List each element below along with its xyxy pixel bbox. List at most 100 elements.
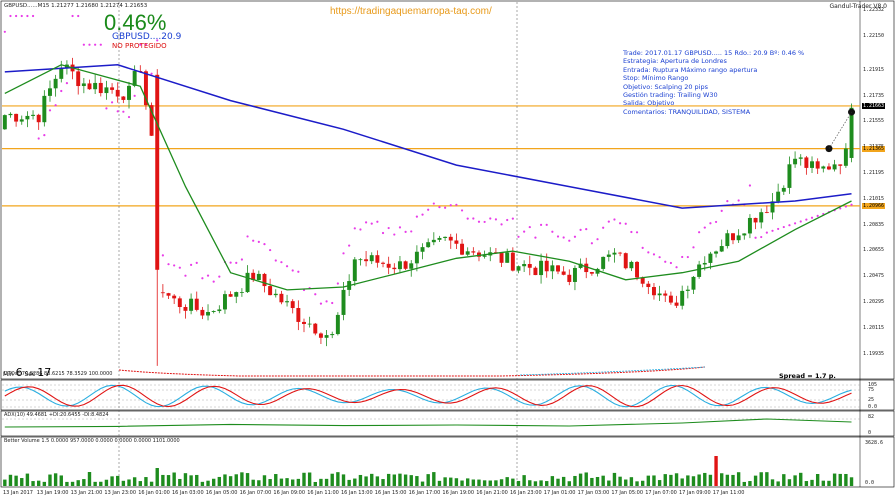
candle-body xyxy=(330,334,335,336)
psar-dot xyxy=(71,14,74,18)
psar-dot xyxy=(48,109,52,112)
candle-body xyxy=(268,286,273,296)
volume-bar xyxy=(211,478,216,486)
candle-body xyxy=(731,233,735,241)
candle-body xyxy=(663,293,668,296)
psar-dot xyxy=(353,227,356,230)
trade-info-panel: Trade: 2017.01.17 GBPUSD..... 15 Rdo.: 2… xyxy=(623,49,804,116)
volume-bar xyxy=(584,472,588,486)
candle-body xyxy=(121,96,126,100)
psar-dot xyxy=(681,255,684,259)
volume-bar xyxy=(460,480,464,486)
psar-dot xyxy=(364,221,368,224)
volume-bar xyxy=(799,472,803,486)
candle-body xyxy=(104,87,109,94)
psar-dot xyxy=(839,207,842,210)
volume-bar xyxy=(601,475,605,486)
website-url[interactable]: https://tradingaquemarropa-taq.com/ xyxy=(330,6,492,17)
psar-dot xyxy=(551,230,554,233)
volume-bar xyxy=(99,481,103,486)
oscillator-title: DTOsc 70.8286 83.6215 78.3529 100.0000 xyxy=(4,371,113,377)
volume-bar xyxy=(149,481,154,486)
volume-bar xyxy=(178,478,182,486)
psar-dot xyxy=(602,226,605,229)
psar-dot xyxy=(398,226,402,229)
candle-body xyxy=(618,252,623,254)
psar-dot xyxy=(229,261,232,264)
candle-body xyxy=(714,251,719,254)
info-line: Comentarios: TRANQUILIDAD, SISTEMA xyxy=(623,107,751,116)
psar-dot xyxy=(568,239,571,242)
psar-dot xyxy=(777,227,780,231)
adx-level-label: 82 xyxy=(868,414,875,420)
candle-body xyxy=(629,261,634,269)
volume-bar xyxy=(138,481,142,486)
candle-body xyxy=(539,260,544,276)
psar-dot xyxy=(376,220,379,223)
volume-bar xyxy=(228,476,233,486)
protection-status: NO PROTEGIDO xyxy=(112,42,167,50)
psar-dot xyxy=(43,133,46,137)
volume-bar xyxy=(3,479,7,486)
candle-body xyxy=(87,83,92,90)
volume-level-label: 0.0 xyxy=(865,480,875,486)
psar-dot xyxy=(517,235,520,238)
candle-body xyxy=(646,283,651,288)
psar-dot xyxy=(771,229,774,232)
psar-dot xyxy=(319,302,323,305)
volume-bar xyxy=(251,479,255,486)
candle-body xyxy=(815,161,820,169)
psar-dot xyxy=(483,220,486,224)
psar-dot xyxy=(331,301,334,305)
volume-bar xyxy=(189,475,193,486)
candle-body xyxy=(81,83,86,87)
candle-body xyxy=(110,87,115,90)
candle-body xyxy=(160,292,165,294)
volume-bar xyxy=(443,477,447,486)
candle-body xyxy=(155,74,160,270)
candle-body xyxy=(358,259,363,261)
candle-body xyxy=(482,255,487,257)
volume-bar xyxy=(87,472,92,486)
psar-dot xyxy=(782,225,785,229)
candle-body xyxy=(635,261,640,278)
psar-dot xyxy=(173,264,176,267)
volume-bar xyxy=(426,474,430,486)
candle-body xyxy=(522,264,527,267)
psar-dot xyxy=(652,253,656,256)
candle-body xyxy=(48,88,52,96)
volume-bar xyxy=(268,479,272,486)
candle-body xyxy=(166,293,171,296)
candle-body xyxy=(787,164,792,188)
volume-bar xyxy=(674,473,679,486)
psar-dot xyxy=(590,242,593,245)
osc-level-label: 25 xyxy=(868,397,875,403)
psar-dot xyxy=(624,222,627,225)
psar-dot xyxy=(263,243,266,246)
psar-dot xyxy=(387,226,390,230)
psar-dot xyxy=(613,218,616,221)
psar-dot xyxy=(556,235,560,238)
volume-bar xyxy=(48,474,52,486)
volume-bar xyxy=(477,479,481,486)
candle-body xyxy=(843,148,848,166)
psar-dot xyxy=(816,214,819,217)
osc-level-label: 105 xyxy=(868,382,878,388)
volume-bar xyxy=(110,476,114,486)
volume-bar xyxy=(347,479,351,486)
psar-dot xyxy=(765,231,768,234)
psar-dot xyxy=(393,233,396,236)
volume-bar xyxy=(686,475,690,486)
osc-fast-line xyxy=(4,384,852,408)
candle-body xyxy=(623,253,628,269)
candle-body xyxy=(550,265,555,272)
volume-bar xyxy=(556,478,560,486)
candle-body xyxy=(369,255,374,262)
info-line: Gestión trading: Trailing W30 xyxy=(623,91,718,100)
volume-bar xyxy=(815,474,820,486)
timer-min-label: Min xyxy=(3,371,14,378)
psar-dot xyxy=(630,230,633,234)
volume-bar xyxy=(285,478,289,486)
psar-dot xyxy=(686,255,689,259)
psar-dot xyxy=(720,209,723,212)
